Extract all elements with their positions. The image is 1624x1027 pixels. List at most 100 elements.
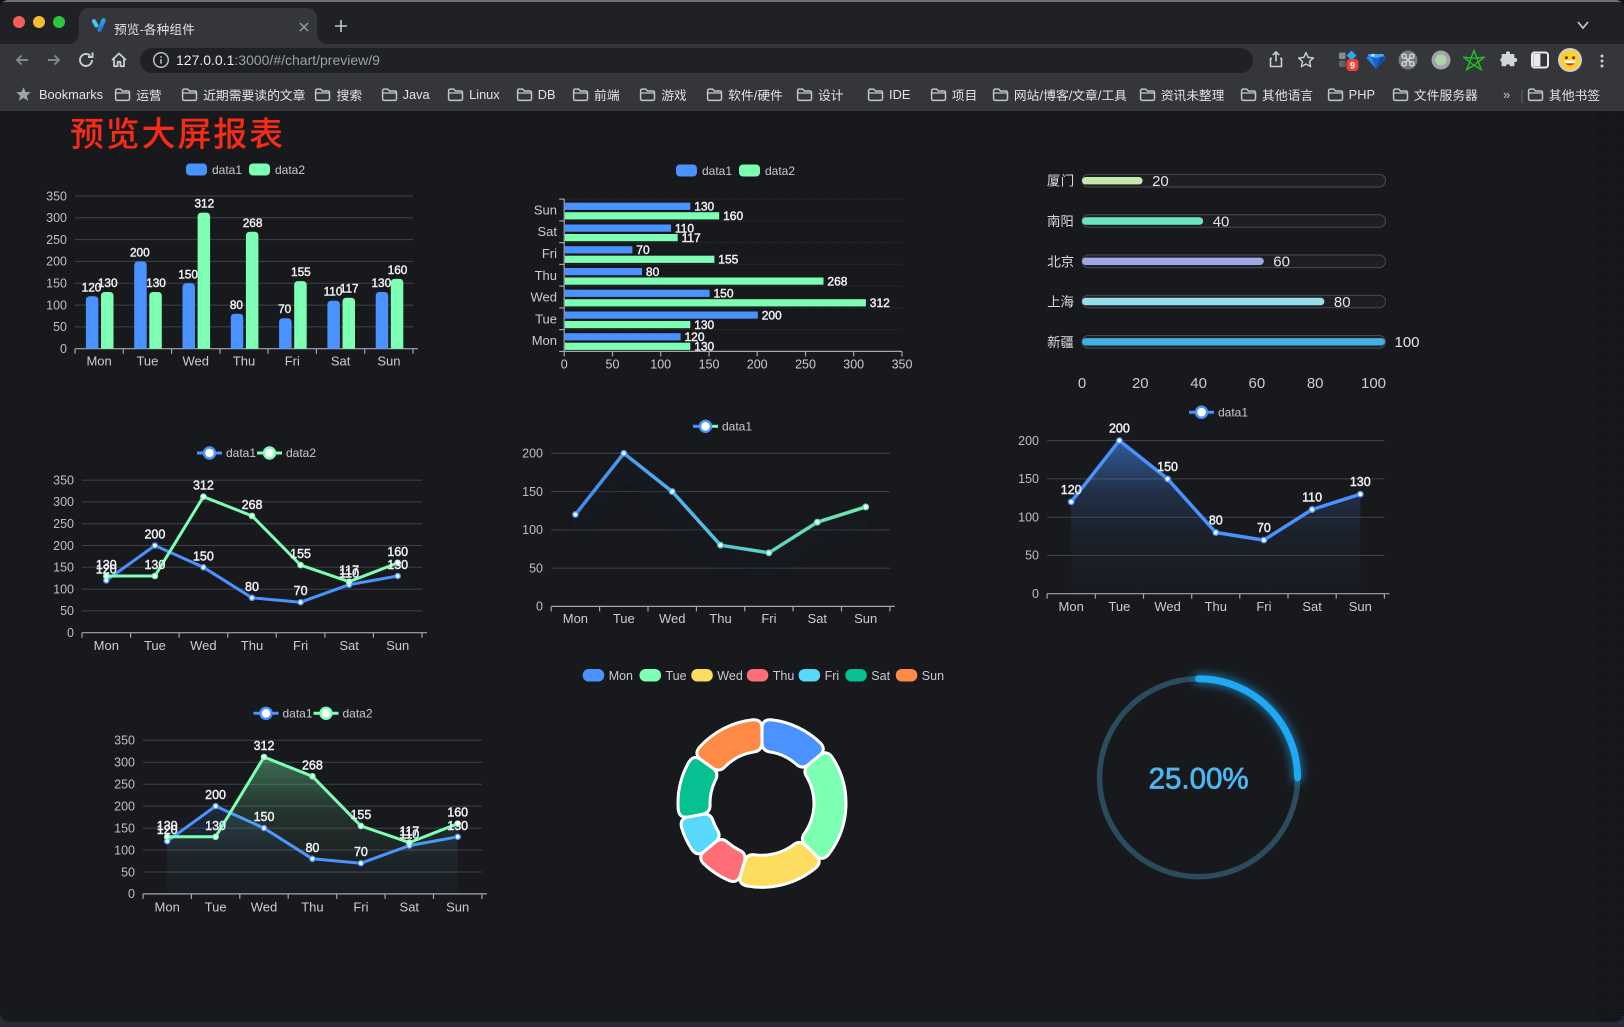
svg-text:312: 312	[194, 197, 214, 211]
svg-text:150: 150	[699, 358, 720, 372]
svg-text:data1: data1	[722, 420, 752, 434]
svg-text:data2: data2	[286, 446, 316, 460]
svg-text:Thu: Thu	[773, 669, 795, 683]
svg-text:268: 268	[827, 274, 847, 288]
svg-text:100: 100	[650, 358, 671, 372]
svg-text:data2: data2	[275, 163, 305, 177]
svg-text:70: 70	[278, 302, 292, 316]
svg-text:Wed: Wed	[659, 611, 686, 626]
svg-text:350: 350	[53, 473, 74, 487]
svg-text:Fri: Fri	[1256, 599, 1271, 614]
svg-text:60: 60	[1273, 254, 1290, 271]
svg-text:130: 130	[371, 276, 391, 290]
svg-text:data1: data1	[212, 163, 242, 177]
svg-text:Mon: Mon	[563, 611, 588, 626]
svg-text:200: 200	[114, 799, 135, 813]
svg-text:data1: data1	[283, 707, 313, 721]
svg-text:80: 80	[245, 580, 259, 594]
svg-text:50: 50	[53, 320, 67, 334]
svg-text:300: 300	[53, 495, 74, 509]
svg-text:Sun: Sun	[377, 354, 400, 369]
svg-text:155: 155	[291, 265, 311, 279]
svg-text:Fri: Fri	[825, 669, 840, 683]
svg-text:268: 268	[302, 758, 323, 772]
svg-text:Thu: Thu	[709, 611, 731, 626]
svg-text:Wed: Wed	[717, 669, 743, 683]
svg-text:Mon: Mon	[532, 333, 557, 348]
svg-text:Sat: Sat	[808, 611, 828, 626]
svg-text:200: 200	[1109, 422, 1130, 436]
svg-text:130: 130	[146, 276, 166, 290]
svg-text:厦门: 厦门	[1047, 174, 1074, 189]
svg-text:160: 160	[447, 806, 468, 820]
svg-text:120: 120	[96, 562, 117, 576]
svg-text:110: 110	[339, 567, 359, 581]
svg-text:Tue: Tue	[535, 311, 557, 326]
svg-text:130: 130	[694, 200, 714, 214]
svg-text:60: 60	[1249, 375, 1266, 392]
svg-text:150: 150	[714, 287, 734, 301]
svg-text:130: 130	[694, 318, 714, 332]
svg-text:0: 0	[561, 358, 568, 372]
svg-text:200: 200	[144, 528, 165, 542]
svg-text:80: 80	[230, 298, 244, 312]
svg-text:50: 50	[606, 358, 620, 372]
svg-text:0: 0	[1032, 587, 1039, 601]
svg-text:200: 200	[53, 539, 74, 553]
svg-text:300: 300	[114, 756, 135, 770]
svg-text:117: 117	[339, 564, 359, 578]
svg-text:150: 150	[254, 810, 275, 824]
svg-text:25.00%: 25.00%	[1149, 762, 1249, 795]
svg-text:data2: data2	[343, 707, 373, 721]
svg-text:20: 20	[1132, 375, 1149, 392]
svg-text:北京: 北京	[1047, 254, 1074, 269]
svg-text:250: 250	[114, 778, 135, 792]
svg-text:Sat: Sat	[537, 224, 557, 239]
svg-text:Fri: Fri	[353, 899, 368, 914]
svg-text:Sat: Sat	[400, 899, 420, 914]
svg-text:70: 70	[636, 243, 650, 257]
svg-text:250: 250	[795, 358, 816, 372]
svg-text:200: 200	[522, 447, 543, 461]
svg-text:0: 0	[67, 626, 74, 640]
svg-text:50: 50	[1025, 549, 1039, 563]
svg-text:150: 150	[46, 277, 67, 291]
svg-text:80: 80	[1334, 294, 1351, 311]
svg-text:268: 268	[243, 216, 263, 230]
svg-text:200: 200	[205, 788, 226, 802]
svg-text:130: 130	[144, 558, 165, 572]
svg-text:200: 200	[130, 245, 150, 259]
svg-text:0: 0	[1078, 375, 1086, 392]
svg-text:70: 70	[294, 584, 308, 598]
svg-text:150: 150	[1018, 472, 1039, 486]
svg-text:50: 50	[60, 604, 74, 618]
svg-text:312: 312	[254, 739, 275, 753]
svg-text:9: 9	[1350, 60, 1355, 71]
svg-text:Tue: Tue	[136, 354, 158, 369]
svg-text:Sun: Sun	[922, 669, 944, 683]
svg-text:150: 150	[193, 549, 214, 563]
svg-text:Sun: Sun	[854, 611, 877, 626]
svg-text:上海: 上海	[1047, 295, 1074, 310]
svg-text:Mon: Mon	[86, 354, 111, 369]
svg-text:50: 50	[529, 561, 543, 575]
svg-text:300: 300	[46, 211, 67, 225]
svg-text:100: 100	[1395, 334, 1420, 351]
svg-text:Wed: Wed	[190, 638, 217, 653]
svg-text:130: 130	[98, 276, 118, 290]
svg-text:300: 300	[843, 358, 864, 372]
svg-text:117: 117	[340, 282, 359, 296]
svg-text:80: 80	[1307, 375, 1324, 392]
svg-text:120: 120	[685, 330, 705, 344]
svg-text:20: 20	[1152, 173, 1169, 190]
svg-text:Wed: Wed	[1154, 599, 1181, 614]
svg-text:80: 80	[305, 841, 319, 855]
svg-text:70: 70	[354, 845, 368, 859]
svg-text:Thu: Thu	[233, 354, 255, 369]
svg-text:Fri: Fri	[542, 246, 557, 261]
svg-text:40: 40	[1190, 375, 1207, 392]
svg-text:120: 120	[157, 823, 178, 837]
svg-text:Wed: Wed	[251, 899, 278, 914]
svg-text:0: 0	[536, 600, 543, 614]
svg-text:data1: data1	[702, 164, 732, 178]
